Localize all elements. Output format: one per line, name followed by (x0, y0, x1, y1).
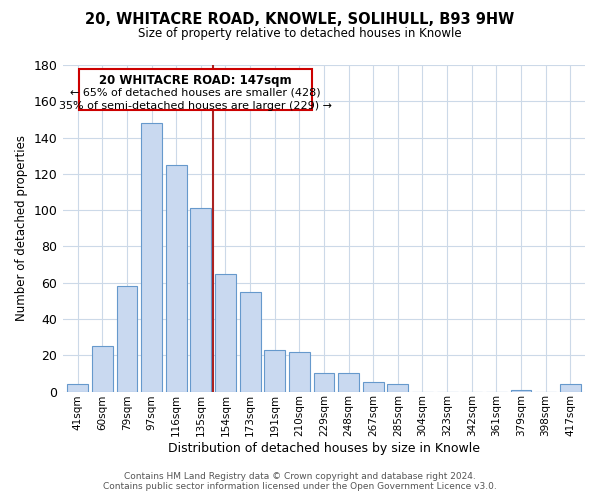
FancyBboxPatch shape (79, 68, 311, 110)
Bar (215, 274, 236, 392)
Bar (116, 286, 137, 392)
Bar (141, 123, 162, 392)
Text: 20 WHITACRE ROAD: 147sqm: 20 WHITACRE ROAD: 147sqm (99, 74, 292, 87)
Bar (388, 384, 409, 392)
Text: Contains HM Land Registry data © Crown copyright and database right 2024.
Contai: Contains HM Land Registry data © Crown c… (103, 472, 497, 491)
Bar (560, 384, 581, 392)
Y-axis label: Number of detached properties: Number of detached properties (15, 136, 28, 322)
Text: Size of property relative to detached houses in Knowle: Size of property relative to detached ho… (138, 28, 462, 40)
X-axis label: Distribution of detached houses by size in Knowle: Distribution of detached houses by size … (168, 442, 480, 455)
Text: ← 65% of detached houses are smaller (428): ← 65% of detached houses are smaller (42… (70, 88, 320, 98)
Text: 35% of semi-detached houses are larger (229) →: 35% of semi-detached houses are larger (… (59, 102, 332, 112)
Bar (338, 374, 359, 392)
Bar (92, 346, 113, 392)
Bar (239, 292, 260, 392)
Bar (314, 374, 334, 392)
Bar (166, 165, 187, 392)
Bar (264, 350, 285, 392)
Bar (190, 208, 211, 392)
Bar (289, 352, 310, 392)
Bar (511, 390, 532, 392)
Bar (363, 382, 384, 392)
Text: 20, WHITACRE ROAD, KNOWLE, SOLIHULL, B93 9HW: 20, WHITACRE ROAD, KNOWLE, SOLIHULL, B93… (85, 12, 515, 28)
Bar (67, 384, 88, 392)
